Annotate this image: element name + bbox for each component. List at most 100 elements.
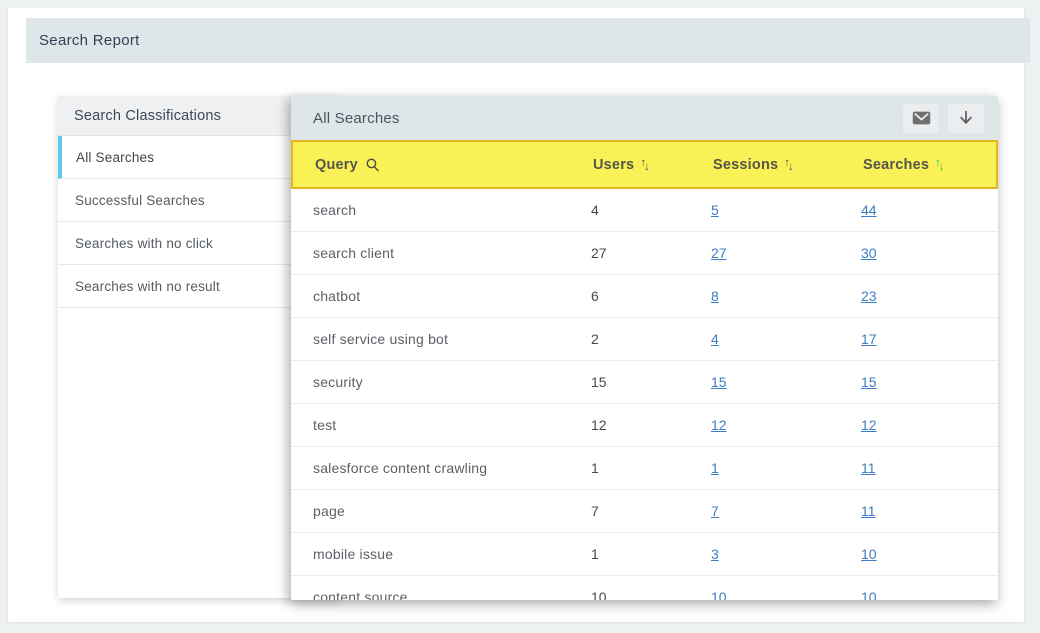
users-cell: 4 <box>591 202 599 218</box>
query-cell: salesforce content crawling <box>313 460 488 476</box>
users-cell: 15 <box>591 374 607 390</box>
users-cell: 1 <box>591 546 599 562</box>
sessions-link[interactable]: 4 <box>711 331 719 347</box>
searches-link[interactable]: 11 <box>861 503 876 519</box>
panel-header: All Searches <box>291 96 998 140</box>
query-cell: search client <box>313 245 395 261</box>
searches-link[interactable]: 30 <box>861 245 877 261</box>
search-icon <box>365 157 380 172</box>
searches-link[interactable]: 17 <box>861 331 877 347</box>
table-row: content source 10 10 10 <box>291 576 998 600</box>
searches-cell: 23 <box>861 288 998 304</box>
table-row: chatbot 6 8 23 <box>291 275 998 318</box>
sessions-link[interactable]: 7 <box>711 503 719 519</box>
searches-link[interactable]: 11 <box>861 460 876 476</box>
sessions-link[interactable]: 8 <box>711 288 719 304</box>
download-report-button[interactable] <box>948 103 984 133</box>
searches-cell: 15 <box>861 374 998 390</box>
panel-actions <box>903 103 984 133</box>
sessions-cell: 10 <box>711 589 861 600</box>
searches-cell: 17 <box>861 331 998 347</box>
sidebar-item-label: Searches with no result <box>75 278 220 294</box>
searches-cell: 10 <box>861 546 998 562</box>
users-cell: 1 <box>591 460 599 476</box>
users-cell: 12 <box>591 417 607 433</box>
sidebar-item-label: All Searches <box>76 149 155 165</box>
users-cell: 7 <box>591 503 599 519</box>
all-searches-panel: All Searches <box>291 96 998 600</box>
table-row: test 12 12 12 <box>291 404 998 447</box>
content-card: Search Report Search Classifications All… <box>8 8 1030 622</box>
column-header-query[interactable]: Query <box>315 157 593 173</box>
sidebar-item-label: Searches with no click <box>75 235 213 251</box>
table-row: salesforce content crawling 1 1 11 <box>291 447 998 490</box>
table-row: mobile issue 1 3 10 <box>291 533 998 576</box>
table-row: page 7 7 11 <box>291 490 998 533</box>
sessions-link[interactable]: 3 <box>711 546 719 562</box>
sessions-cell: 1 <box>711 460 861 476</box>
searches-link[interactable]: 15 <box>861 374 877 390</box>
users-cell: 2 <box>591 331 599 347</box>
query-cell: search <box>313 202 357 218</box>
sessions-link[interactable]: 10 <box>711 589 727 600</box>
column-label: Searches <box>863 156 930 173</box>
searches-cell: 44 <box>861 202 998 218</box>
table-row: search client 27 27 30 <box>291 232 998 275</box>
page-title: Search Report <box>39 32 140 49</box>
sessions-cell: 5 <box>711 202 861 218</box>
column-label: Sessions <box>713 156 779 173</box>
searches-cell: 11 <box>861 503 998 519</box>
query-cell: test <box>313 417 337 433</box>
column-label: Users <box>593 156 635 173</box>
searches-cell: 11 <box>861 460 998 476</box>
sessions-link[interactable]: 1 <box>711 460 719 476</box>
searches-cell: 10 <box>861 589 998 600</box>
searches-link[interactable]: 23 <box>861 288 877 304</box>
table-header-row: Query Users ↑ ↓ Sessions ↑ ↓ Searches ↑ ↓ <box>291 140 998 189</box>
column-header-searches[interactable]: Searches ↑ ↓ <box>863 157 996 173</box>
query-cell: page <box>313 503 345 519</box>
searches-link[interactable]: 12 <box>861 417 877 433</box>
sort-icon: ↑ ↓ <box>784 156 794 173</box>
email-icon <box>912 110 931 126</box>
query-cell: security <box>313 374 363 390</box>
searches-cell: 12 <box>861 417 998 433</box>
sessions-link[interactable]: 15 <box>711 374 727 390</box>
table-row: security 15 15 15 <box>291 361 998 404</box>
sessions-link[interactable]: 12 <box>711 417 727 433</box>
searches-link[interactable]: 44 <box>861 202 877 218</box>
table-row: self service using bot 2 4 17 <box>291 318 998 361</box>
sessions-cell: 15 <box>711 374 861 390</box>
sidebar-item-label: Successful Searches <box>75 192 205 208</box>
sidebar-title-label: Search Classifications <box>74 107 222 124</box>
sessions-cell: 4 <box>711 331 861 347</box>
table-body: search 4 5 44 search client 27 27 30 cha… <box>291 189 998 600</box>
download-icon <box>957 109 975 127</box>
users-cell: 6 <box>591 288 599 304</box>
sessions-cell: 7 <box>711 503 861 519</box>
sessions-cell: 27 <box>711 245 861 261</box>
page-title-bar: Search Report <box>26 18 1030 63</box>
column-header-users[interactable]: Users ↑ ↓ <box>593 157 713 173</box>
sessions-link[interactable]: 27 <box>711 245 727 261</box>
query-cell: chatbot <box>313 288 361 304</box>
column-header-sessions[interactable]: Sessions ↑ ↓ <box>713 157 863 173</box>
panel-title: All Searches <box>313 109 400 127</box>
sessions-cell: 12 <box>711 417 861 433</box>
sessions-cell: 3 <box>711 546 861 562</box>
query-cell: self service using bot <box>313 331 449 347</box>
sessions-link[interactable]: 5 <box>711 202 719 218</box>
searches-cell: 30 <box>861 245 998 261</box>
sort-icon: ↑ ↓ <box>640 156 651 173</box>
email-report-button[interactable] <box>903 103 939 133</box>
searches-link[interactable]: 10 <box>861 589 877 600</box>
query-cell: content source <box>313 589 408 600</box>
users-cell: 10 <box>591 589 607 600</box>
table-row: search 4 5 44 <box>291 189 998 232</box>
searches-link[interactable]: 10 <box>861 546 877 562</box>
sort-icon-active: ↑ ↓ <box>935 156 945 173</box>
query-cell: mobile issue <box>313 546 394 562</box>
sessions-cell: 8 <box>711 288 861 304</box>
column-label: Query <box>315 156 358 173</box>
users-cell: 27 <box>591 245 607 261</box>
